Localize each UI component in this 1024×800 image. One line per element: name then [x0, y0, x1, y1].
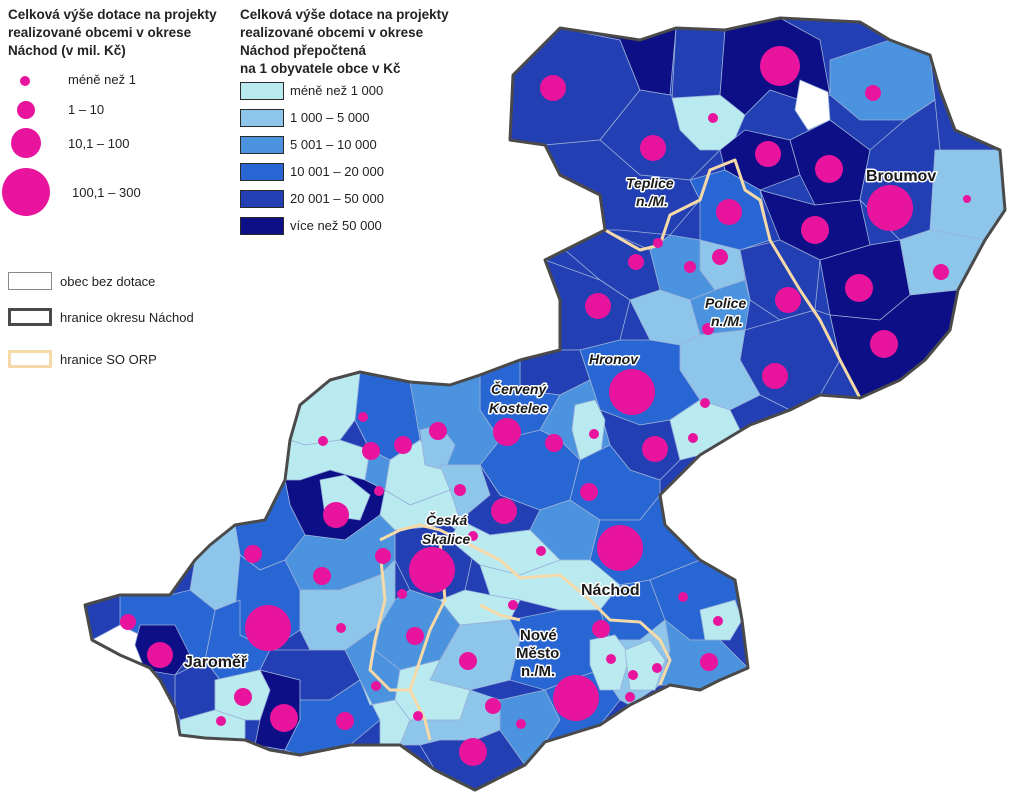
legend-per-capita-label: 1 000 – 5 000: [290, 110, 370, 125]
label-nm-2: Město: [516, 645, 559, 662]
label-nm-3: n./M.: [521, 663, 555, 680]
label-broumov: Broumov: [866, 168, 936, 185]
legend-dotation-title-line: Celková výše dotace na projekty: [8, 7, 217, 22]
legend-per-capita-swatch: [240, 82, 284, 100]
label-skalice-2: Skalice: [422, 531, 470, 547]
legend-per-capita-title-line: Celková výše dotace na projekty: [240, 7, 449, 22]
legend-dot-small: [20, 76, 30, 86]
label-police-2: n./M.: [711, 313, 743, 329]
town-labels: Broumov Teplice n./M. Police n./M. Hrono…: [183, 167, 938, 682]
circle-jaromer-west: [245, 605, 291, 651]
circle-nachod: [597, 525, 643, 571]
circle-ceska-skalice: [409, 547, 455, 593]
legend-dot-xlarge: [2, 168, 50, 216]
legend-dotation-class: 100,1 – 300: [72, 185, 141, 200]
legend-per-capita-label: více než 50 000: [290, 218, 382, 233]
circle-north: [760, 46, 800, 86]
legend-per-capita-swatch: [240, 217, 284, 235]
legend-dotation-title-line: realizované obcemi v okrese: [8, 25, 192, 40]
legend-dotation-class: 1 – 10: [68, 102, 105, 117]
label-nm-1: Nové: [520, 627, 557, 644]
label-teplice-1: Teplice: [626, 175, 674, 191]
legend-per-capita-swatch: [240, 163, 284, 181]
label-kostelec-2: Kostelec: [489, 400, 548, 416]
legend-per-capita-label: 5 001 – 10 000: [290, 137, 377, 152]
legend-per-capita-swatch: [240, 109, 284, 127]
legend-per-capita-title: Celková výše dotace na projekty realizov…: [240, 6, 449, 78]
legend-per-capita-label: méně než 1 000: [290, 83, 384, 98]
label-hronov: Hronov: [589, 351, 639, 367]
label-police-1: Police: [705, 295, 746, 311]
circle-nove-mesto: [553, 675, 599, 721]
label-skalice-1: Česká: [426, 511, 467, 528]
circle-hronov: [609, 369, 655, 415]
legend-district-border-swatch: [8, 308, 52, 326]
legend-no-subsidy-label: obec bez dotace: [60, 274, 156, 289]
legend-dot-large: [11, 128, 41, 158]
legend-dotation-title-line: Náchod (v mil. Kč): [8, 43, 126, 58]
label-teplice-2: n./M.: [636, 193, 668, 209]
legend-orp-border-swatch: [8, 350, 52, 368]
legend-dot-medium: [17, 101, 35, 119]
legend-dotation-class: 10,1 – 100: [68, 136, 130, 151]
legend-no-subsidy-swatch: [8, 272, 52, 290]
label-jaromer: Jaroměř: [184, 654, 248, 671]
legend-per-capita-swatch: [240, 190, 284, 208]
legend-dotation-class: méně než 1: [68, 72, 136, 87]
legend-per-capita-label: 10 001 – 20 000: [290, 164, 384, 179]
label-kostelec-1: Červený: [491, 380, 547, 397]
legend-per-capita-label: 20 001 – 50 000: [290, 191, 384, 206]
dotation-circles: [120, 46, 971, 766]
legend-dotation-title: Celková výše dotace na projekty realizov…: [8, 6, 217, 60]
legend-per-capita-title-line: realizované obcemi v okrese: [240, 25, 424, 40]
label-nachod: Náchod: [581, 582, 640, 599]
legend-per-capita-title-line: na 1 obyvatele obce v Kč: [240, 61, 401, 76]
municipalities: [85, 18, 1005, 790]
circle-broumov: [867, 185, 913, 231]
legend-per-capita-swatch: [240, 136, 284, 154]
district-boundary: [83, 16, 1007, 792]
legend-district-border-label: hranice okresu Náchod: [60, 310, 194, 325]
legend-per-capita-title-line: Náchod přepočtená: [240, 43, 367, 58]
legend-orp-border-label: hranice SO ORP: [60, 352, 157, 367]
